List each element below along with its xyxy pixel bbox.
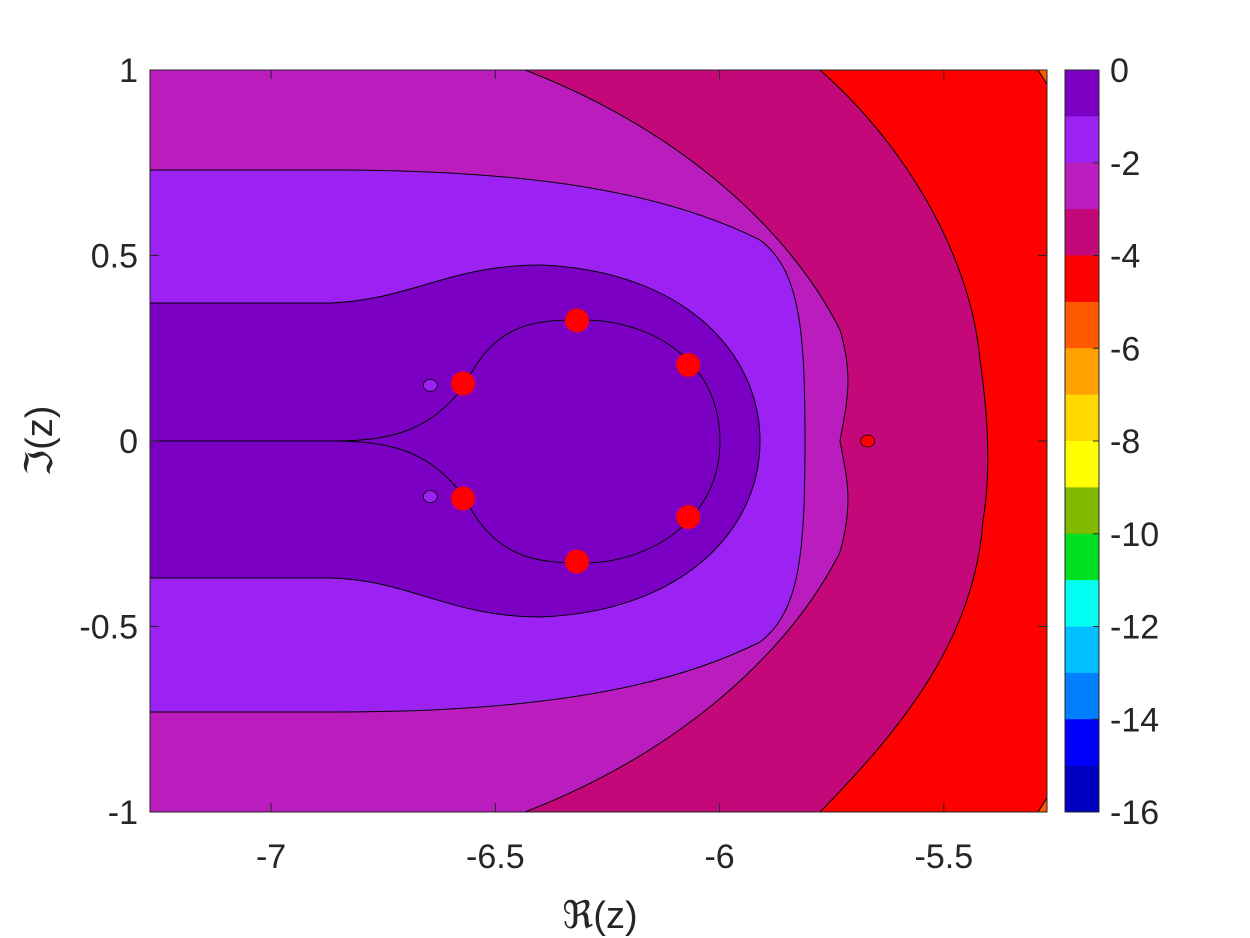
small-marker-2 [860, 434, 875, 448]
y-tick-label-2: 0 [119, 423, 138, 461]
colorbar-segment-11 [1065, 580, 1099, 627]
x-tick-label-0: -7 [256, 838, 286, 876]
colorbar-segment-13 [1065, 672, 1099, 720]
colorbar-segment-12 [1065, 626, 1099, 674]
small-marker-0 [422, 378, 438, 392]
colorbar-segment-4 [1065, 255, 1099, 303]
data-point-1 [676, 352, 701, 377]
x-tick-label-2: -6 [704, 838, 734, 876]
x-tick-label-3: -5.5 [915, 838, 974, 876]
data-points-group [451, 308, 701, 574]
x-tick-label-1: -6.5 [466, 838, 525, 876]
colorbar-segment-8 [1065, 441, 1099, 488]
colorbar-segment-1 [1065, 116, 1099, 164]
y-axis-label: ℑ(z) [19, 406, 61, 477]
colorbar-segment-15 [1065, 765, 1099, 813]
y-tick-label-4: -1 [108, 794, 138, 832]
contour-region-corner-top [1037, 70, 1047, 85]
colorbar-segment-6 [1065, 348, 1099, 396]
y-tick-label-3: -0.5 [79, 609, 138, 647]
data-point-0 [564, 308, 589, 333]
colorbar-tick-label-4: -8 [1110, 423, 1140, 461]
x-axis-ticks: -7 -6.5 -6 -5.5 [256, 70, 973, 876]
data-point-3 [451, 486, 476, 511]
colorbar-tick-label-3: -6 [1110, 330, 1140, 368]
colorbar-tick-label-5: -10 [1110, 516, 1159, 554]
data-point-5 [564, 549, 589, 574]
colorbar-tick-label-1: -2 [1110, 145, 1140, 183]
colorbar-segment-7 [1065, 394, 1099, 442]
data-point-2 [451, 371, 476, 396]
y-axis-ticks: 1 0.5 0 -0.5 -1 [79, 52, 1047, 832]
colorbar-tick-label-6: -12 [1110, 609, 1159, 647]
colorbar-segment-9 [1065, 487, 1099, 535]
contour-region-0-1 [150, 264, 761, 618]
colorbar [1065, 70, 1099, 813]
contour-fill-group [150, 70, 1047, 812]
colorbar-tick-label-2: -4 [1110, 238, 1140, 276]
x-axis-label: ℜ(z) [562, 895, 637, 937]
data-point-4 [676, 505, 701, 530]
y-tick-label-0: 1 [119, 52, 138, 90]
colorbar-tick-label-8: -16 [1110, 794, 1159, 832]
colorbar-segment-0 [1065, 70, 1099, 117]
contour-region-4-5 [819, 70, 1047, 812]
colorbar-segment-5 [1065, 301, 1099, 349]
colorbar-tick-label-7: -14 [1110, 701, 1159, 739]
contour-region-corner-bottom [1037, 797, 1047, 812]
colorbar-segment-2 [1065, 162, 1099, 210]
colorbar-segment-3 [1065, 209, 1099, 256]
small-markers-group [422, 378, 875, 504]
colorbar-tick-label-0: 0 [1110, 52, 1129, 90]
colorbar-segment-10 [1065, 533, 1099, 581]
y-tick-label-1: 0.5 [91, 238, 138, 276]
colorbar-ticks: 0 -2 -4 -6 -8 -10 -12 -14 -16 [1093, 52, 1159, 832]
colorbar-segment-14 [1065, 719, 1099, 767]
small-marker-1 [422, 490, 438, 504]
